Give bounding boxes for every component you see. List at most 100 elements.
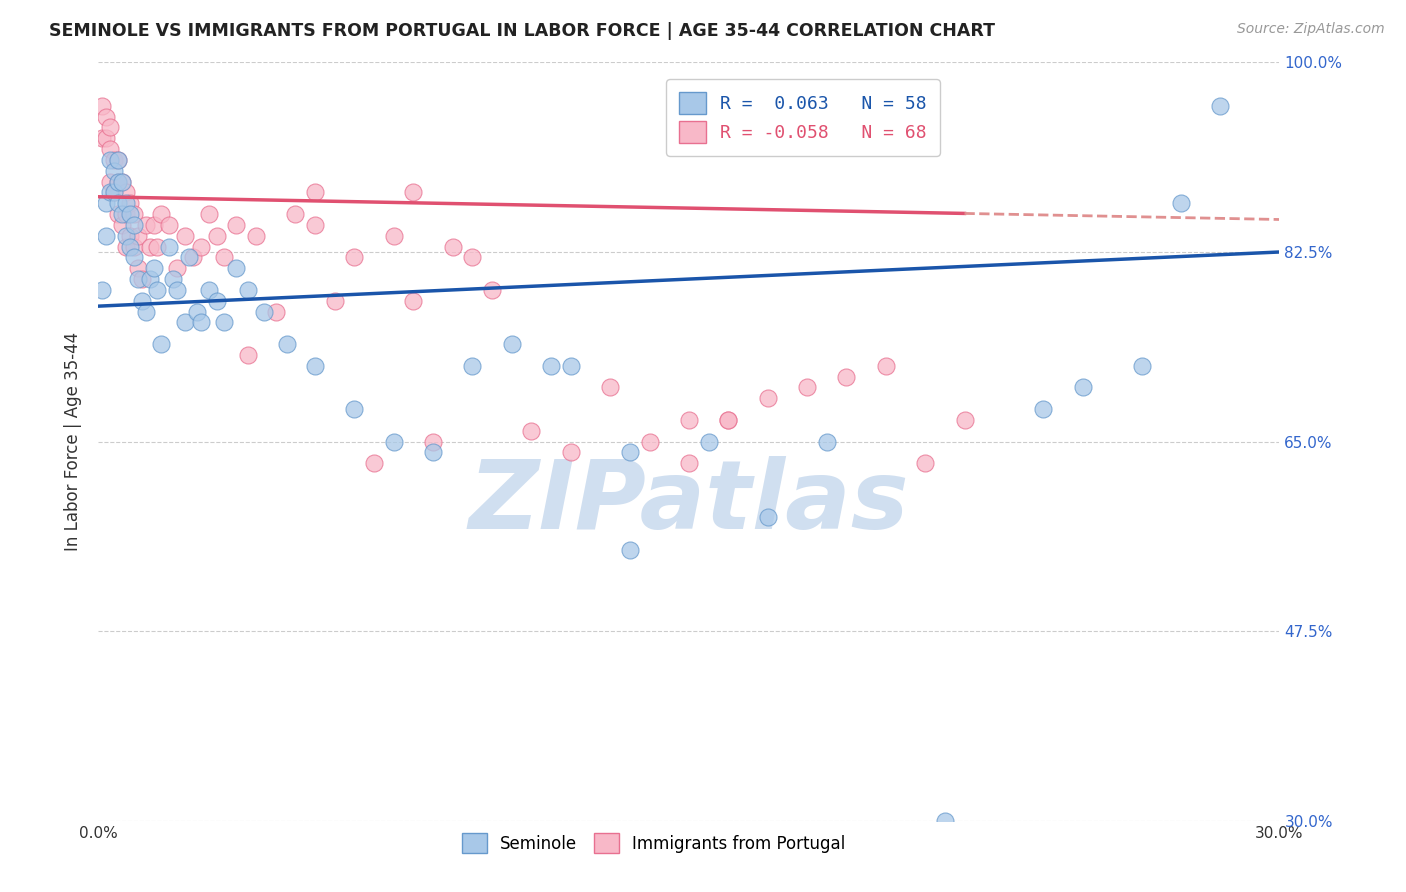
Point bbox=[1170, 196, 1192, 211]
Point bbox=[225, 218, 247, 232]
Point bbox=[1209, 99, 1232, 113]
Point bbox=[304, 359, 326, 373]
Point bbox=[638, 434, 661, 449]
Point bbox=[304, 186, 326, 200]
Point bbox=[560, 445, 582, 459]
Point bbox=[122, 207, 145, 221]
Point bbox=[343, 402, 366, 417]
Point bbox=[174, 228, 197, 243]
Point bbox=[111, 207, 134, 221]
Point bbox=[1071, 380, 1094, 394]
Point bbox=[501, 337, 523, 351]
Point bbox=[190, 239, 212, 253]
Point bbox=[107, 153, 129, 167]
Point bbox=[756, 510, 779, 524]
Point bbox=[382, 434, 405, 449]
Point bbox=[96, 196, 118, 211]
Point bbox=[96, 110, 118, 124]
Point bbox=[323, 293, 346, 308]
Point bbox=[115, 207, 138, 221]
Point bbox=[131, 293, 153, 308]
Point bbox=[214, 251, 236, 265]
Point bbox=[697, 434, 720, 449]
Point bbox=[343, 251, 366, 265]
Point bbox=[225, 261, 247, 276]
Point bbox=[118, 239, 141, 253]
Point bbox=[127, 272, 149, 286]
Point bbox=[197, 283, 219, 297]
Point bbox=[111, 175, 134, 189]
Point bbox=[118, 207, 141, 221]
Point bbox=[96, 228, 118, 243]
Point bbox=[111, 218, 134, 232]
Point bbox=[678, 413, 700, 427]
Point bbox=[98, 120, 121, 135]
Point bbox=[118, 228, 141, 243]
Point bbox=[177, 251, 200, 265]
Point bbox=[142, 218, 165, 232]
Point bbox=[245, 228, 267, 243]
Point bbox=[98, 142, 121, 156]
Point bbox=[146, 283, 169, 297]
Point bbox=[253, 304, 276, 318]
Point bbox=[107, 153, 129, 167]
Point bbox=[135, 304, 157, 318]
Point bbox=[131, 272, 153, 286]
Point bbox=[107, 175, 129, 189]
Point bbox=[953, 413, 976, 427]
Point bbox=[150, 207, 173, 221]
Legend: Seminole, Immigrants from Portugal: Seminole, Immigrants from Portugal bbox=[453, 824, 853, 862]
Point bbox=[138, 272, 160, 286]
Point bbox=[619, 445, 641, 459]
Point bbox=[115, 186, 138, 200]
Point bbox=[236, 348, 259, 362]
Text: SEMINOLE VS IMMIGRANTS FROM PORTUGAL IN LABOR FORCE | AGE 35-44 CORRELATION CHAR: SEMINOLE VS IMMIGRANTS FROM PORTUGAL IN … bbox=[49, 22, 995, 40]
Point bbox=[835, 369, 858, 384]
Point bbox=[481, 283, 503, 297]
Point bbox=[98, 153, 121, 167]
Point bbox=[205, 293, 228, 308]
Point bbox=[107, 175, 129, 189]
Point bbox=[122, 239, 145, 253]
Point bbox=[402, 186, 425, 200]
Point bbox=[122, 251, 145, 265]
Point bbox=[363, 456, 385, 470]
Point bbox=[619, 542, 641, 557]
Point bbox=[461, 251, 484, 265]
Point bbox=[796, 380, 818, 394]
Point bbox=[103, 153, 125, 167]
Point bbox=[599, 380, 621, 394]
Point bbox=[166, 283, 188, 297]
Point bbox=[875, 359, 897, 373]
Point bbox=[111, 175, 134, 189]
Point bbox=[107, 207, 129, 221]
Point bbox=[914, 456, 936, 470]
Point bbox=[304, 218, 326, 232]
Point bbox=[150, 337, 173, 351]
Point bbox=[98, 175, 121, 189]
Point bbox=[934, 814, 956, 828]
Point bbox=[181, 251, 204, 265]
Point bbox=[96, 131, 118, 145]
Point bbox=[236, 283, 259, 297]
Y-axis label: In Labor Force | Age 35-44: In Labor Force | Age 35-44 bbox=[65, 332, 83, 551]
Point bbox=[214, 315, 236, 329]
Point bbox=[197, 207, 219, 221]
Point bbox=[107, 196, 129, 211]
Point bbox=[115, 239, 138, 253]
Point bbox=[115, 196, 138, 211]
Point bbox=[91, 99, 114, 113]
Point bbox=[115, 228, 138, 243]
Point bbox=[402, 293, 425, 308]
Point bbox=[91, 283, 114, 297]
Point bbox=[276, 337, 298, 351]
Point bbox=[520, 424, 543, 438]
Point bbox=[382, 228, 405, 243]
Point bbox=[284, 207, 307, 221]
Point bbox=[540, 359, 562, 373]
Point bbox=[166, 261, 188, 276]
Point bbox=[122, 218, 145, 232]
Point bbox=[98, 186, 121, 200]
Text: Source: ZipAtlas.com: Source: ZipAtlas.com bbox=[1237, 22, 1385, 37]
Point bbox=[138, 239, 160, 253]
